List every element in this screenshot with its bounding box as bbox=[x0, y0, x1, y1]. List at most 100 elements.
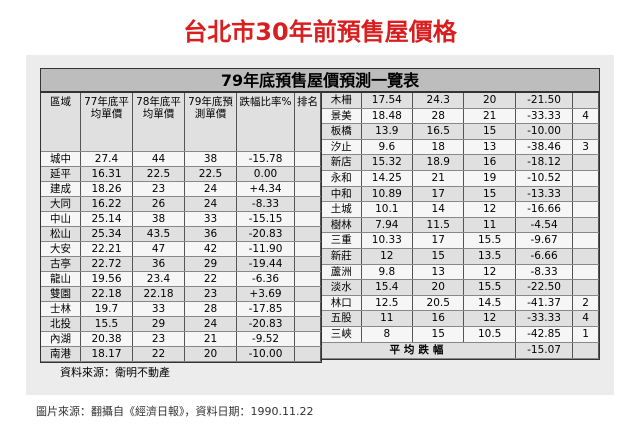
table-row: 永和 14.25 21 19 -10.52 bbox=[322, 170, 599, 187]
value-cell: 8 bbox=[362, 326, 414, 342]
value-cell: 14.5 bbox=[464, 295, 516, 311]
value-cell bbox=[295, 257, 321, 271]
page-title: 台北市30年前預售屋價格 bbox=[183, 18, 457, 46]
value-cell: 21 bbox=[185, 332, 237, 346]
region-cell: 北投 bbox=[41, 317, 81, 331]
table-row: 松山 25.34 43.5 36 -20.83 bbox=[41, 227, 321, 242]
value-cell: -9.67 bbox=[516, 233, 574, 248]
value-cell: 7.94 bbox=[361, 217, 414, 233]
value-cell: 22.18 bbox=[81, 287, 133, 301]
region-cell: 板橋 bbox=[322, 124, 362, 139]
value-cell: 24 bbox=[185, 317, 237, 331]
value-cell: 18.26 bbox=[81, 182, 133, 196]
region-cell: 淡水 bbox=[322, 280, 362, 295]
value-cell: 13 bbox=[413, 264, 465, 280]
value-cell: 29 bbox=[185, 257, 237, 271]
value-cell: 0.00 bbox=[237, 167, 295, 181]
column-header: 79年底預測單價 bbox=[185, 93, 237, 151]
value-cell: 22.72 bbox=[81, 257, 133, 271]
value-cell: 15.4 bbox=[361, 280, 414, 295]
value-cell: 17 bbox=[413, 186, 465, 202]
value-cell: 14 bbox=[413, 202, 465, 217]
table-row: 士林 19.7 33 28 -17.85 bbox=[41, 302, 321, 317]
region-cell: 蘆洲 bbox=[322, 264, 362, 280]
value-cell: 25.34 bbox=[81, 227, 133, 241]
table-row: 蘆洲 9.8 13 12 -8.33 bbox=[322, 264, 599, 281]
region-cell: 建成 bbox=[41, 182, 81, 196]
value-cell: 10.1 bbox=[362, 202, 414, 217]
region-cell: 士林 bbox=[41, 302, 81, 316]
value-cell: -17.85 bbox=[237, 302, 295, 316]
value-cell bbox=[295, 212, 321, 226]
table-row: 新莊 12 15 13.5 -6.66 bbox=[322, 248, 599, 265]
value-cell bbox=[573, 233, 599, 248]
value-cell: 12 bbox=[464, 264, 516, 280]
value-cell: -21.50 bbox=[515, 93, 574, 108]
value-cell: -11.90 bbox=[237, 242, 295, 256]
value-cell: 23 bbox=[185, 287, 237, 301]
value-cell bbox=[295, 272, 321, 286]
region-cell: 三峽 bbox=[322, 326, 362, 342]
value-cell bbox=[295, 287, 321, 301]
value-cell: -33.33 bbox=[516, 108, 574, 124]
value-cell: 24 bbox=[185, 197, 237, 211]
region-cell: 中和 bbox=[322, 186, 362, 202]
value-cell: 33 bbox=[185, 212, 237, 226]
value-cell: 24 bbox=[185, 182, 237, 196]
region-cell: 古亭 bbox=[41, 257, 81, 271]
region-cell: 景美 bbox=[322, 108, 362, 124]
table-row: 中和 10.89 17 15 -13.33 bbox=[322, 186, 599, 203]
value-cell: -20.83 bbox=[237, 227, 295, 241]
table-row: 林口 12.5 20.5 14.5 -41.37 2 bbox=[322, 295, 599, 312]
table-row: 板橋 13.9 16.5 15 -10.00 bbox=[322, 124, 599, 140]
value-cell: 20 bbox=[464, 93, 516, 108]
table-row: 古亭 22.72 36 29 -19.44 bbox=[41, 257, 321, 272]
value-cell: 47 bbox=[133, 242, 185, 256]
value-cell: -9.52 bbox=[237, 332, 295, 346]
value-cell: 2 bbox=[573, 295, 599, 311]
value-cell: 18.17 bbox=[81, 347, 133, 361]
value-cell: 17.54 bbox=[361, 93, 414, 108]
table-row: 龍山 19.56 23.4 22 -6.36 bbox=[41, 272, 321, 287]
value-cell: 23 bbox=[133, 332, 185, 346]
value-cell: 1 bbox=[573, 326, 599, 342]
value-cell: 12 bbox=[361, 248, 414, 264]
value-cell: 12 bbox=[464, 202, 516, 217]
value-cell: 38 bbox=[133, 212, 185, 226]
region-cell: 大安 bbox=[41, 242, 81, 256]
value-cell bbox=[295, 182, 321, 196]
value-cell: -10.00 bbox=[515, 124, 574, 139]
value-cell bbox=[573, 186, 599, 202]
table-row: 北投 15.5 29 24 -20.83 bbox=[41, 317, 321, 332]
value-cell: 15 bbox=[413, 248, 465, 264]
table-row: 南港 18.17 22 20 -10.00 bbox=[41, 347, 321, 362]
value-cell: 20.38 bbox=[81, 332, 133, 346]
value-cell: 24.3 bbox=[413, 93, 465, 108]
table-row: 大同 16.22 26 24 -8.33 bbox=[41, 197, 321, 212]
value-cell: 23.4 bbox=[133, 272, 185, 286]
value-cell: 11 bbox=[361, 311, 414, 326]
value-cell bbox=[573, 170, 599, 186]
value-cell bbox=[295, 227, 321, 241]
average-label: 平均跌幅 bbox=[322, 342, 516, 358]
value-cell: 22 bbox=[133, 347, 185, 361]
value-cell: 21 bbox=[413, 170, 465, 186]
value-cell: -13.33 bbox=[515, 186, 574, 202]
left-table: 區域 77年底平均單價 78年底平均單價 79年底預測單價 跌幅比率% 排名 城中 27.4 4… bbox=[40, 92, 322, 363]
region-cell: 木柵 bbox=[322, 93, 362, 108]
value-cell bbox=[573, 202, 599, 217]
table-row: 雙園 22.18 22.18 23 +3.69 bbox=[41, 287, 321, 302]
region-cell: 延平 bbox=[41, 167, 81, 181]
region-cell: 林口 bbox=[322, 295, 362, 311]
table-title: 79年底預售屋價預測一覽表 bbox=[40, 68, 600, 92]
value-cell bbox=[295, 332, 321, 346]
header-row: 區域 77年底平均單價 78年底平均單價 79年底預測單價 跌幅比率% 排名 bbox=[41, 93, 321, 152]
value-cell: 22.21 bbox=[81, 242, 133, 256]
region-cell: 大同 bbox=[41, 197, 81, 211]
value-cell: 10.89 bbox=[361, 186, 414, 202]
value-cell: 12 bbox=[464, 311, 516, 326]
value-cell: 18.48 bbox=[362, 108, 414, 124]
value-cell: 16.22 bbox=[81, 197, 133, 211]
region-cell: 新莊 bbox=[322, 248, 362, 264]
region-cell: 汐止 bbox=[322, 139, 362, 155]
